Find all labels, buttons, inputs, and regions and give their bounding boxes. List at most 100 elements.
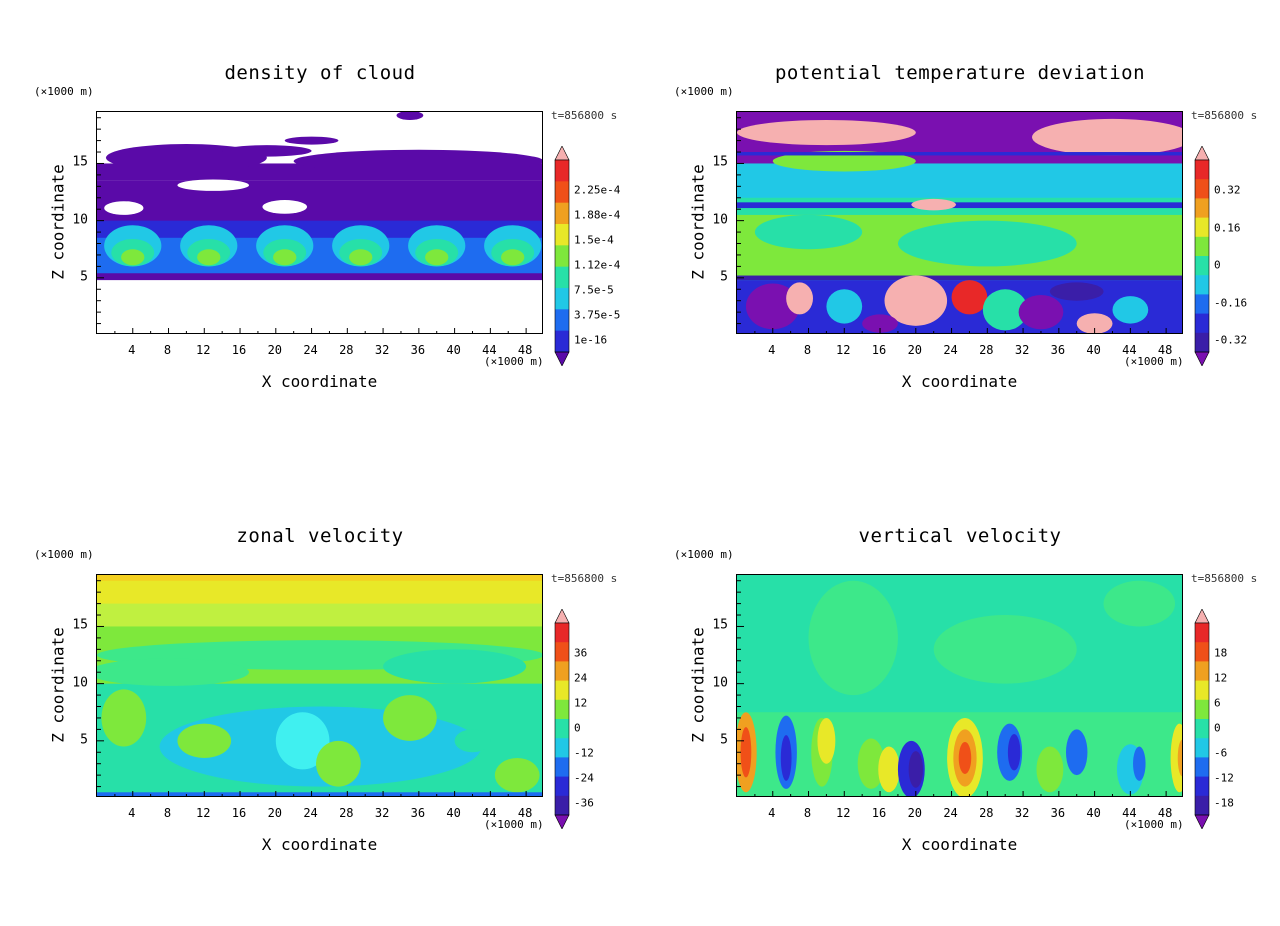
field-blob [1076,313,1113,333]
convective-cell [1133,746,1146,781]
contour-field [97,575,542,796]
colorbar-label: -12 [1214,771,1234,785]
x-tick-label: 44 [1122,806,1137,820]
colorbar-label: -0.32 [1214,333,1248,347]
x-tick-label: 20 [907,806,923,820]
x-tick-label: 40 [446,343,461,357]
panel-vertical-velocity: vertical velocity (×1000 m) t=856800 s Z… [640,463,1280,926]
field-band [97,792,542,796]
colorbar-segment [1195,623,1209,643]
colorbar-segment [555,181,569,204]
panel-title: density of cloud [224,62,416,84]
colorbar-max-arrow [1194,609,1210,624]
x-unit-label: (×1000 m) [484,818,544,831]
contour-field [97,112,542,333]
colorbar-label: 0 [574,721,581,735]
field-blob [933,615,1077,684]
colorbar-segment [1195,179,1209,199]
field-band [97,575,542,581]
colorbar-label: 1.12e-4 [574,258,621,272]
field-blob [897,220,1077,267]
x-tick-label: 32 [374,343,390,357]
colorbar [1194,609,1210,829]
y-unit-label: (×1000 m) [34,85,94,98]
colorbar-min-arrow [1194,351,1210,366]
x-tick-label: 4 [128,806,136,820]
x-tick-label: 32 [374,806,390,820]
x-tick-label: 12 [836,806,851,820]
colorbar-min-arrow [1194,814,1210,829]
colorbar-segment [555,330,569,353]
colorbar-segment [1195,236,1209,257]
colorbar-segment [555,795,569,816]
field-blob [284,136,339,145]
x-tick-label: 24 [303,343,318,357]
y-tick-label: 15 [72,154,88,170]
colorbar-segment [1195,757,1209,778]
x-tick-label: 40 [1086,806,1101,820]
colorbar-segment [1195,719,1209,739]
colorbar-max-arrow [1194,146,1210,161]
panel-cloud: density of cloud (×1000 m) t=856800 s Z … [0,0,640,463]
time-label: t=856800 s [551,109,618,122]
colorbar-label: 3.75e-5 [574,308,621,322]
field-blob [97,658,249,686]
field-blob [808,580,898,696]
x-tick-label: 48 [517,806,533,820]
x-tick-label: 4 [768,806,776,820]
colorbar-segment [555,757,569,778]
x-tick-label: 16 [231,806,247,820]
colorbar-label: 7.5e-5 [574,283,614,297]
x-tick-label: 8 [803,343,812,357]
x-tick-label: 12 [836,343,851,357]
x-tick-label: 8 [163,806,172,820]
field-blob [501,249,525,266]
x-tick-label: 32 [1014,806,1030,820]
field-band [97,273,542,281]
field-blob [222,145,312,157]
x-tick-label: 16 [871,343,887,357]
field-blob [383,649,527,684]
colorbar-label: -18 [1214,796,1234,810]
colorbar-segment [555,309,569,332]
x-unit-label: (×1000 m) [484,355,544,368]
field-blob [1112,296,1149,324]
convective-cell [958,741,972,774]
x-axis-label: X coordinate [901,835,1018,854]
x-tick-label: 16 [871,806,887,820]
field-blob [1049,282,1104,301]
convective-cell [1177,739,1182,777]
plot-area [736,574,1183,797]
colorbar-label: 0 [1214,721,1221,735]
field-blob [1018,294,1064,330]
field-blob [177,723,232,758]
convective-cell [1036,746,1064,793]
field-blob [911,198,957,211]
cloud-gap [262,200,308,214]
field-blob [772,150,916,172]
colorbar-label: 1.5e-4 [574,233,614,247]
contour-field [737,575,1182,796]
panel-title: vertical velocity [858,525,1062,547]
colorbar-label: 1.88e-4 [574,208,621,222]
y-tick-label: 5 [80,269,88,285]
time-label: t=856800 s [1191,109,1258,122]
field-blob [275,712,330,770]
x-unit-label: (×1000 m) [1124,355,1184,368]
colorbar-segment [555,202,569,225]
convective-cell [740,727,752,778]
colorbar-segment [1195,256,1209,276]
colorbar-segment [1195,332,1209,353]
x-tick-label: 48 [1157,343,1173,357]
field-band [737,275,1182,281]
x-tick-label: 12 [196,806,211,820]
field-blob [197,249,221,266]
x-tick-label: 28 [339,806,354,820]
contour-field [737,112,1182,333]
field-blob [349,249,373,266]
time-label: t=856800 s [551,572,618,585]
x-tick-label: 24 [943,806,958,820]
colorbar-segment [1195,680,1209,701]
convective-cell [1007,733,1021,771]
colorbar-label: 12 [1214,671,1228,685]
